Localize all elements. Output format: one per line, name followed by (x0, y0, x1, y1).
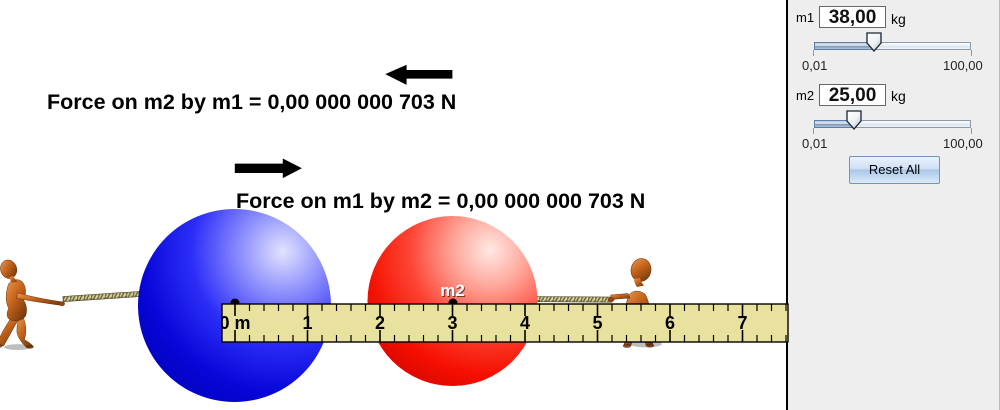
svg-text:3: 3 (447, 313, 457, 333)
svg-text:4: 4 (520, 313, 530, 333)
svg-text:7: 7 (737, 313, 747, 333)
svg-text:2: 2 (375, 313, 385, 333)
svg-text:0 m: 0 m (219, 313, 250, 333)
svg-text:5: 5 (592, 313, 602, 333)
svg-text:1: 1 (302, 313, 312, 333)
svg-text:6: 6 (665, 313, 675, 333)
